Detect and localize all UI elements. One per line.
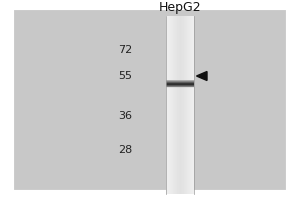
Text: 55: 55 (118, 71, 132, 81)
Polygon shape (196, 72, 207, 80)
Text: 28: 28 (118, 145, 132, 155)
Text: 72: 72 (118, 45, 132, 55)
Text: HepG2: HepG2 (159, 1, 201, 15)
FancyBboxPatch shape (12, 8, 288, 192)
Text: 36: 36 (118, 111, 132, 121)
